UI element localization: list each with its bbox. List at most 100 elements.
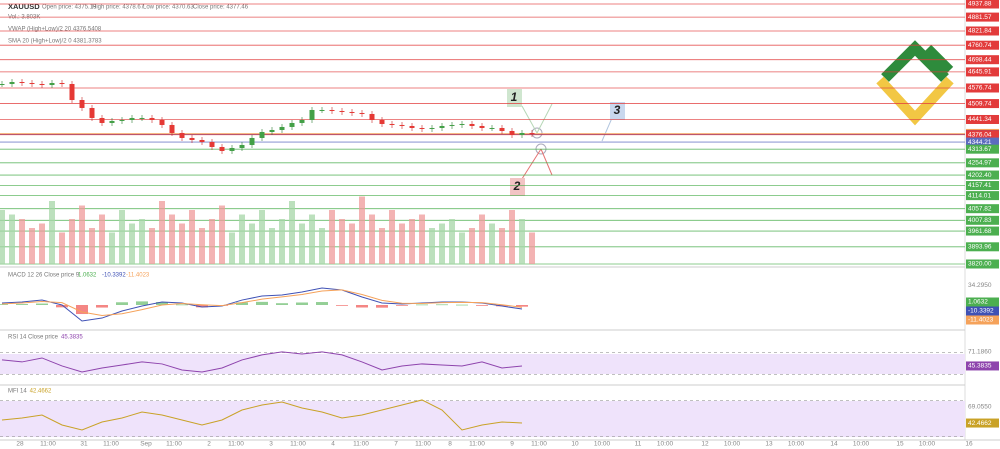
time-label: 11:00 — [531, 441, 547, 448]
candle — [469, 123, 475, 126]
mfi-band — [0, 401, 965, 437]
volume-bar — [269, 228, 275, 264]
level-label-box — [966, 170, 999, 180]
volume-bar — [519, 219, 525, 264]
macd-histogram — [256, 301, 268, 305]
candle — [0, 84, 5, 86]
volume-bar — [39, 223, 45, 264]
level-label-box — [966, 259, 999, 269]
macd-histogram — [356, 305, 368, 308]
mfi-label: MFI 14 — [8, 389, 27, 395]
macd-histogram — [156, 302, 168, 305]
macd-histogram — [236, 302, 248, 305]
candle — [479, 125, 485, 128]
time-label: 9 — [510, 441, 514, 448]
candle — [129, 117, 135, 120]
macd-histogram — [136, 301, 148, 305]
volume-bar — [349, 223, 355, 264]
volume-bar — [209, 219, 215, 264]
volume-bar — [79, 205, 85, 264]
volume-bar — [429, 228, 435, 264]
volume-bar — [419, 214, 425, 264]
rsi-label: RSI 14 Close price — [8, 335, 59, 341]
candle — [459, 123, 465, 125]
time-label: 7 — [394, 441, 398, 448]
level-label: 4344.21 — [968, 139, 992, 146]
level-label-box — [966, 242, 999, 252]
volume-bar — [279, 219, 285, 264]
level-label-box — [966, 40, 999, 50]
mfi-current: 42.4662 — [968, 420, 992, 427]
y-tick-label: 71.1860 — [968, 349, 992, 356]
time-label: 10:00 — [919, 441, 936, 448]
time-label: 11:00 — [290, 441, 306, 448]
candle — [249, 137, 255, 145]
macd-value: 1.0632 — [78, 273, 97, 279]
macd-histogram — [436, 304, 448, 306]
level-label-box — [966, 226, 999, 236]
close-price: Close price: 4377.46 — [193, 5, 249, 11]
time-label: 14 — [830, 441, 838, 448]
volume-bar — [489, 223, 495, 264]
level-label-box — [966, 130, 999, 140]
volume-bar — [249, 223, 255, 264]
volume-bar — [359, 196, 365, 264]
volume-bar — [129, 223, 135, 264]
level-label: 4441.34 — [968, 116, 992, 123]
candle — [419, 127, 425, 129]
level-label-box — [966, 26, 999, 36]
volume-bar — [219, 205, 225, 264]
time-label: 31 — [80, 441, 88, 448]
volume-bar — [459, 232, 465, 264]
time-label: 12 — [701, 441, 709, 448]
volume-bar — [49, 201, 55, 264]
candle — [189, 137, 195, 140]
time-label: 11 — [635, 441, 642, 448]
candle — [9, 82, 15, 85]
macd-histogram — [116, 302, 128, 305]
macd-histogram — [276, 303, 288, 305]
volume-bar — [139, 219, 145, 264]
macd-histogram — [56, 305, 68, 308]
level-label-box — [966, 67, 999, 77]
macd-histogram — [336, 305, 348, 306]
candle — [39, 84, 45, 86]
mfi-value: 42.4662 — [30, 389, 52, 395]
volume-bar — [529, 232, 535, 264]
candle — [349, 111, 355, 113]
level-label: 4376.04 — [968, 131, 992, 138]
level-label: 3820.00 — [968, 261, 992, 268]
candle — [379, 119, 385, 124]
macd-histogram — [96, 305, 108, 308]
level-label: 4313.67 — [968, 146, 992, 153]
candle — [79, 100, 85, 108]
time-label: 10:00 — [657, 441, 674, 448]
volume-bar — [289, 201, 295, 264]
macd-current: -11.4023 — [968, 317, 994, 324]
mfi-line — [1, 399, 523, 431]
volume-bar — [199, 228, 205, 264]
level-label: 4821.84 — [968, 28, 992, 35]
volume-bar — [369, 214, 375, 264]
macd-histogram — [196, 305, 208, 308]
level-label-box — [966, 215, 999, 225]
candle — [519, 132, 525, 135]
macd-label: MACD 12 26 Close price 9 — [8, 273, 80, 279]
level-label: 4157.41 — [968, 182, 992, 189]
time-label: 11:00 — [415, 441, 431, 448]
level-label: 4645.91 — [968, 69, 992, 76]
rsi-line — [1, 351, 523, 373]
symbol: XAUUSD — [8, 2, 40, 11]
candle — [529, 132, 535, 135]
volume-bar — [469, 228, 475, 264]
low-price: Low price: 4370.63 — [143, 5, 194, 11]
time-label: 11:00 — [469, 441, 485, 448]
candle — [269, 129, 275, 132]
macd-histogram — [516, 305, 528, 307]
level-label: 4698.44 — [968, 56, 992, 63]
level-label-box — [966, 144, 999, 154]
time-label: 2 — [207, 441, 211, 448]
volume-bar — [409, 219, 415, 264]
candle — [19, 82, 25, 84]
